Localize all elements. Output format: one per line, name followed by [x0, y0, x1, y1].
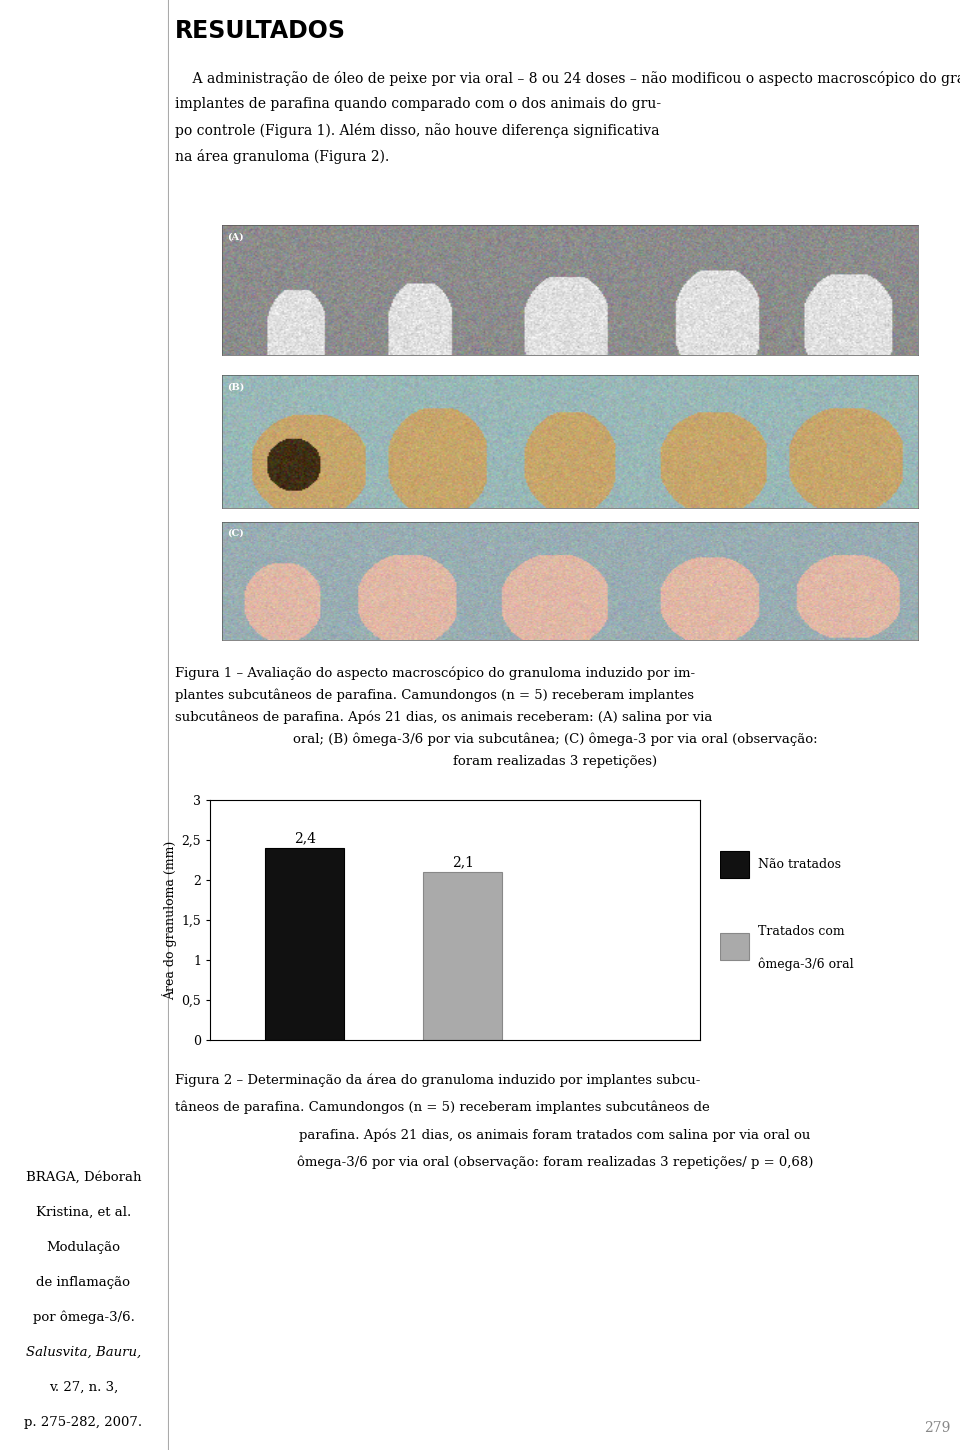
Text: plantes subcutâneos de parafina. Camundongos (n = 5) receberam implantes: plantes subcutâneos de parafina. Camundo… — [175, 689, 694, 702]
Text: RESULTADOS: RESULTADOS — [175, 19, 346, 44]
Bar — [265, 848, 345, 1040]
Text: 2,4: 2,4 — [294, 831, 316, 845]
Text: foram realizadas 3 repetições): foram realizadas 3 repetições) — [453, 754, 657, 767]
Text: Figura 2 – Determinação da área do granuloma induzido por implantes subcu-: Figura 2 – Determinação da área do granu… — [175, 1073, 701, 1086]
Text: tâneos de parafina. Camundongos (n = 5) receberam implantes subcutâneos de: tâneos de parafina. Camundongos (n = 5) … — [175, 1101, 709, 1114]
Text: v. 27, n. 3,: v. 27, n. 3, — [49, 1380, 118, 1393]
Text: Não tratados: Não tratados — [758, 858, 841, 871]
Text: (C): (C) — [228, 528, 244, 538]
Text: Figura 1 – Avaliação do aspecto macroscópico do granuloma induzido por im-: Figura 1 – Avaliação do aspecto macroscó… — [175, 667, 695, 680]
Bar — [720, 934, 749, 960]
Text: Modulação: Modulação — [46, 1241, 121, 1254]
Text: Kristina, et al.: Kristina, et al. — [36, 1206, 132, 1219]
Text: de inflamação: de inflamação — [36, 1276, 131, 1289]
Text: ômega-3/6 por via oral (observação: foram realizadas 3 repetições/ p = 0,68): ômega-3/6 por via oral (observação: fora… — [297, 1156, 813, 1169]
Text: po controle (Figura 1). Além disso, não houve diferença significativa: po controle (Figura 1). Além disso, não … — [175, 122, 660, 138]
Text: 279: 279 — [924, 1421, 950, 1434]
Text: subcutâneos de parafina. Após 21 dias, os animais receberam: (A) salina por via: subcutâneos de parafina. Após 21 dias, o… — [175, 710, 712, 724]
Text: (A): (A) — [228, 232, 244, 241]
Text: por ômega-3/6.: por ômega-3/6. — [33, 1311, 134, 1324]
Text: 2,1: 2,1 — [452, 856, 474, 869]
Text: parafina. Após 21 dias, os animais foram tratados com salina por via oral ou: parafina. Após 21 dias, os animais foram… — [300, 1128, 810, 1141]
Text: p. 275-282, 2007.: p. 275-282, 2007. — [24, 1417, 143, 1430]
Text: (B): (B) — [228, 383, 245, 392]
Y-axis label: Área do granuloma (mm): Área do granuloma (mm) — [162, 841, 177, 999]
Bar — [720, 851, 749, 877]
Text: BRAGA, Déborah: BRAGA, Déborah — [26, 1172, 141, 1185]
Text: A administração de óleo de peixe por via oral – 8 ou 24 doses – não modificou o : A administração de óleo de peixe por via… — [175, 71, 960, 86]
Text: implantes de parafina quando comparado com o dos animais do gru-: implantes de parafina quando comparado c… — [175, 97, 661, 112]
Text: na área granuloma (Figura 2).: na área granuloma (Figura 2). — [175, 148, 389, 164]
Text: Salusvita, Bauru,: Salusvita, Bauru, — [26, 1346, 141, 1359]
Text: oral; (B) ômega-3/6 por via subcutânea; (C) ômega-3 por via oral (observação:: oral; (B) ômega-3/6 por via subcutânea; … — [293, 732, 817, 747]
Text: Tratados com: Tratados com — [758, 925, 845, 938]
Text: ômega-3/6 oral: ômega-3/6 oral — [758, 957, 854, 970]
Bar — [423, 871, 502, 1040]
